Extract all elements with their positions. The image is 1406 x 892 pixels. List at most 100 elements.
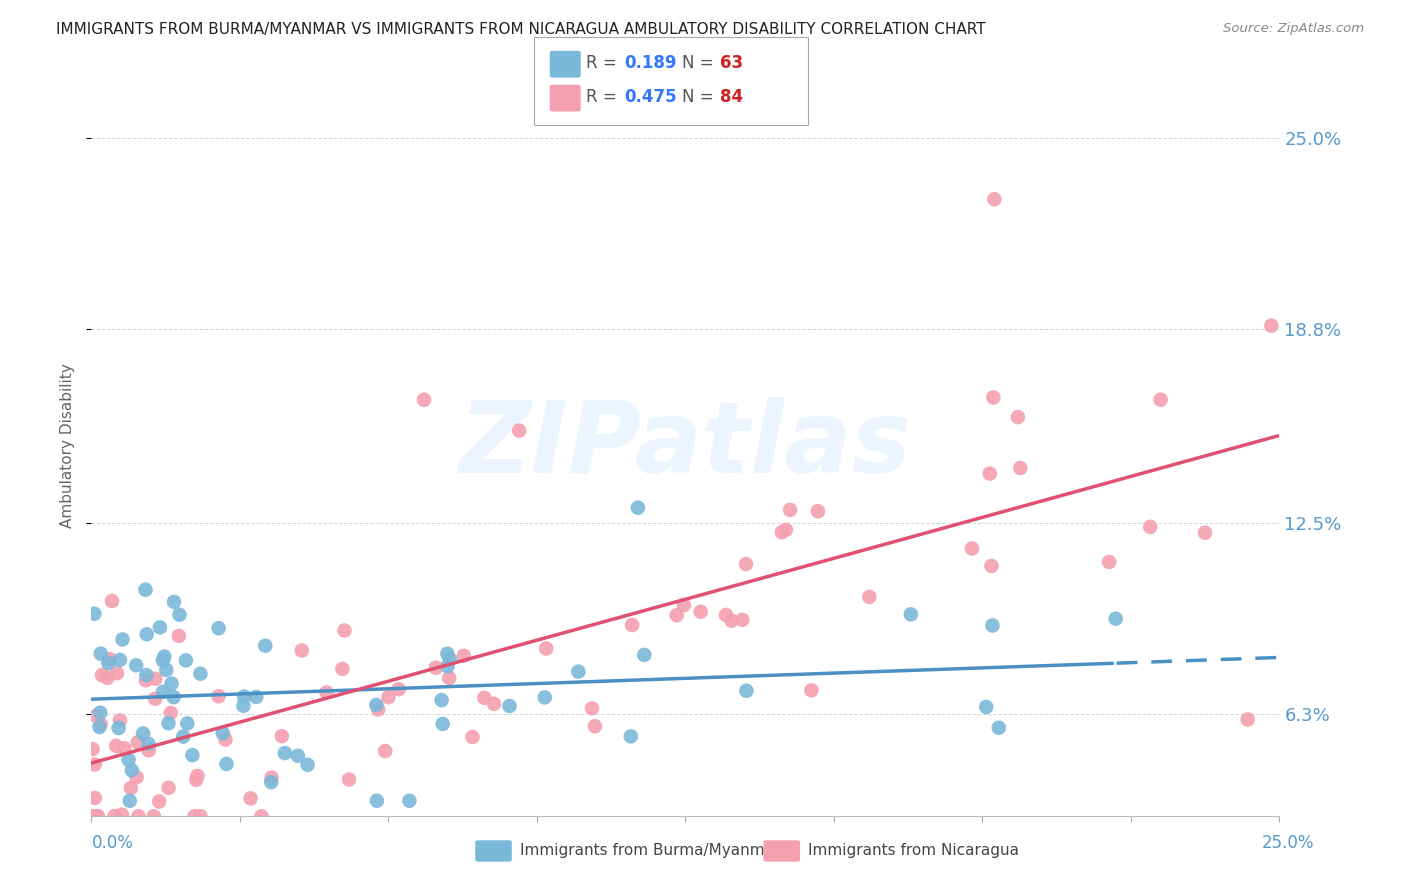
Point: [800, 683, 823, 698]
Text: R =: R =: [586, 88, 623, 106]
Point: [436, 659, 458, 673]
Point: [125, 658, 148, 673]
Text: IMMIGRANTS FROM BURMA/MYANMAR VS IMMIGRANTS FROM NICARAGUA AMBULATORY DISABILITY: IMMIGRANTS FROM BURMA/MYANMAR VS IMMIGRA…: [56, 22, 986, 37]
Text: 84: 84: [720, 88, 742, 106]
Point: [436, 647, 458, 661]
Point: [111, 807, 134, 822]
Point: [432, 717, 454, 731]
Point: [270, 729, 292, 743]
Point: [858, 590, 880, 604]
Point: [152, 685, 174, 699]
Point: [367, 702, 389, 716]
Text: 0.189: 0.189: [624, 54, 676, 72]
Point: [83, 607, 105, 621]
Point: [620, 730, 643, 744]
Point: [155, 663, 177, 677]
Point: [287, 748, 309, 763]
Point: [366, 794, 388, 808]
Text: 63: 63: [720, 54, 742, 72]
Point: [714, 607, 737, 622]
Point: [377, 690, 399, 705]
Point: [138, 737, 160, 751]
Point: [374, 744, 396, 758]
Point: [96, 671, 118, 685]
Text: Immigrants from Nicaragua: Immigrants from Nicaragua: [808, 844, 1019, 858]
Point: [90, 647, 112, 661]
Point: [720, 614, 742, 628]
Point: [108, 714, 131, 728]
Point: [83, 757, 105, 772]
Point: [297, 757, 319, 772]
Point: [439, 652, 461, 666]
Point: [232, 698, 254, 713]
Point: [472, 690, 495, 705]
Point: [807, 504, 830, 518]
Point: [128, 809, 150, 823]
Point: [84, 709, 107, 723]
Point: [125, 770, 148, 784]
Point: [627, 500, 650, 515]
Point: [157, 716, 180, 731]
Point: [1105, 612, 1128, 626]
Point: [633, 648, 655, 662]
Point: [97, 656, 120, 670]
Point: [214, 732, 236, 747]
Point: [534, 641, 557, 656]
Point: [82, 742, 104, 756]
Text: N =: N =: [682, 88, 718, 106]
Point: [332, 662, 354, 676]
Point: [132, 726, 155, 740]
Text: R =: R =: [586, 54, 623, 72]
Point: [387, 682, 409, 697]
Point: [101, 594, 124, 608]
Point: [103, 809, 125, 823]
Point: [120, 781, 142, 796]
Point: [1010, 461, 1032, 475]
Point: [979, 467, 1001, 481]
Point: [82, 809, 104, 823]
Point: [689, 605, 711, 619]
Point: [105, 739, 128, 753]
Point: [163, 595, 186, 609]
Point: [157, 780, 180, 795]
Point: [208, 621, 231, 635]
Text: 0.475: 0.475: [624, 88, 676, 106]
Point: [215, 756, 238, 771]
Point: [779, 503, 801, 517]
Point: [337, 772, 360, 787]
Point: [735, 683, 758, 698]
Point: [105, 666, 128, 681]
Point: [974, 700, 997, 714]
Point: [1194, 525, 1216, 540]
Point: [186, 772, 208, 787]
Point: [413, 392, 436, 407]
Point: [1236, 713, 1258, 727]
Point: [190, 809, 212, 823]
Point: [731, 613, 754, 627]
Point: [498, 698, 520, 713]
Point: [87, 809, 110, 823]
Point: [181, 748, 204, 763]
Text: Immigrants from Burma/Myanmar: Immigrants from Burma/Myanmar: [520, 844, 780, 858]
Point: [211, 726, 233, 740]
Point: [315, 685, 337, 699]
Point: [453, 648, 475, 663]
Point: [135, 673, 157, 688]
Point: [533, 690, 555, 705]
Text: Source: ZipAtlas.com: Source: ZipAtlas.com: [1223, 22, 1364, 36]
Point: [118, 794, 141, 808]
Point: [900, 607, 922, 622]
Point: [143, 691, 166, 706]
Point: [1149, 392, 1171, 407]
Point: [145, 672, 167, 686]
Point: [190, 666, 212, 681]
Point: [665, 608, 688, 623]
Text: 0.0%: 0.0%: [91, 834, 134, 852]
Point: [398, 794, 420, 808]
Point: [437, 671, 460, 685]
Point: [430, 693, 453, 707]
Point: [134, 582, 156, 597]
Point: [983, 192, 1005, 206]
Point: [425, 661, 447, 675]
Point: [163, 690, 186, 705]
